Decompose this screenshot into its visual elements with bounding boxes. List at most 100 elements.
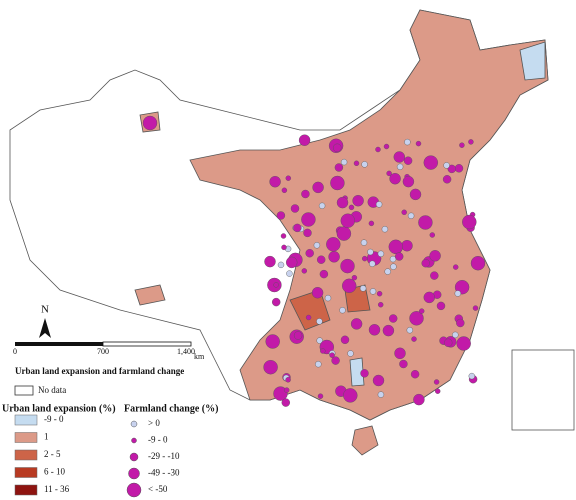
farmland-swatch <box>131 437 137 444</box>
farmland-marker <box>430 271 439 280</box>
urban-swatch <box>14 449 38 461</box>
farmland-marker <box>334 163 344 172</box>
farmland-marker <box>272 297 281 307</box>
farmland-marker <box>389 172 401 185</box>
farmland-marker <box>368 324 381 336</box>
farmland-marker <box>273 282 279 288</box>
farmland-marker <box>315 361 322 368</box>
farmland-marker <box>277 261 285 269</box>
farmland-marker <box>316 337 323 344</box>
farmland-swatch <box>130 420 138 428</box>
no-data-swatch <box>14 385 34 396</box>
farmland-swatch <box>129 452 139 462</box>
farmland-marker <box>284 387 290 393</box>
farmland-marker <box>347 350 354 357</box>
farmland-marker <box>265 334 280 349</box>
farmland-marker <box>394 347 406 359</box>
urban-label: 1 <box>44 432 49 442</box>
farmland-marker <box>384 268 391 275</box>
farmland-marker <box>313 242 321 249</box>
farmland-marker <box>301 189 310 199</box>
north-label: N <box>41 304 49 316</box>
farmland-marker <box>340 158 348 166</box>
farmland-marker <box>263 360 278 375</box>
urban-label: -9 - 0 <box>44 414 64 424</box>
farmland-marker <box>324 294 332 302</box>
farmland-marker <box>468 139 474 145</box>
farmland-marker <box>290 204 300 213</box>
farmland-marker <box>393 151 405 163</box>
farmland-marker <box>311 287 324 299</box>
urban-label: 2 - 5 <box>44 449 61 459</box>
farmland-marker <box>429 250 441 262</box>
farmland-marker <box>418 215 433 230</box>
farmland-marker <box>375 146 381 153</box>
farmland-marker <box>459 142 465 148</box>
farmland-marker <box>286 270 293 277</box>
farmland-marker <box>377 391 385 398</box>
farmland-marker <box>376 291 383 297</box>
farmland-marker <box>286 256 298 269</box>
farmland-marker <box>419 308 425 314</box>
country-outline <box>9 9 575 456</box>
farmland-marker <box>368 220 375 227</box>
farmland-marker <box>330 175 345 191</box>
legend: -9 - 0 1 2 - 5 6 - 10 11 - 36 > 0 -9 - 0 -29 - … <box>14 414 180 498</box>
farmland-marker <box>276 211 286 220</box>
farmland-marker <box>301 212 316 227</box>
urban-swatch <box>14 432 38 443</box>
farmland-marker <box>429 232 435 238</box>
farmland-marker <box>372 374 385 387</box>
farmland-marker <box>301 268 307 274</box>
farmland-marker <box>378 302 384 308</box>
farmland-marker <box>409 311 424 326</box>
farmland-marker <box>351 275 358 281</box>
farmland-marker <box>436 301 446 311</box>
farmland-marker <box>402 175 415 188</box>
farmland-marker <box>454 290 461 297</box>
farmland-marker <box>340 258 355 274</box>
farmland-marker <box>410 370 420 379</box>
farmland-marker <box>319 269 329 279</box>
farmland-marker <box>318 202 326 210</box>
farmland-marker <box>456 336 471 351</box>
farmland-marker <box>423 291 435 304</box>
farmland-marker <box>331 356 340 365</box>
farmland-marker <box>447 164 456 174</box>
farmland-marker <box>377 250 385 258</box>
farmland-marker <box>328 251 340 263</box>
farmland-marker <box>401 239 413 252</box>
farmland-marker <box>462 214 477 230</box>
farmland-marker <box>381 225 389 233</box>
farmland-marker <box>399 359 408 369</box>
farmland-marker <box>317 255 326 264</box>
farmland-label: -9 - 0 <box>148 435 168 445</box>
farmland-marker <box>442 175 452 184</box>
urban-label: 11 - 36 <box>44 484 70 494</box>
farmland-marker <box>359 285 367 292</box>
farmland-marker <box>333 143 342 153</box>
farmland-marker <box>413 393 425 406</box>
farmland-marker <box>293 331 303 340</box>
farmland-marker <box>423 155 438 170</box>
farmland-label: -29 - -10 <box>148 451 180 461</box>
farmland-swatch <box>126 482 142 498</box>
farmland-marker <box>468 372 475 380</box>
farmland-marker <box>316 318 323 325</box>
farmland-marker <box>342 278 357 293</box>
urban-swatch <box>14 467 38 478</box>
scale-label: 700 <box>97 347 109 356</box>
farmland-marker <box>303 228 312 238</box>
farmland-marker <box>362 255 368 262</box>
scale-unit: km <box>194 352 205 361</box>
farmland-marker <box>411 336 417 342</box>
farmland-marker <box>293 223 302 233</box>
scale-label: 1,400 <box>177 347 195 356</box>
farmland-marker <box>305 248 314 258</box>
farmland-marker <box>326 237 341 252</box>
farmland-marker <box>369 260 376 267</box>
farmland-marker <box>369 288 377 295</box>
farmland-marker <box>298 134 311 146</box>
farmland-marker <box>433 379 440 385</box>
farmland-marker <box>415 140 422 147</box>
